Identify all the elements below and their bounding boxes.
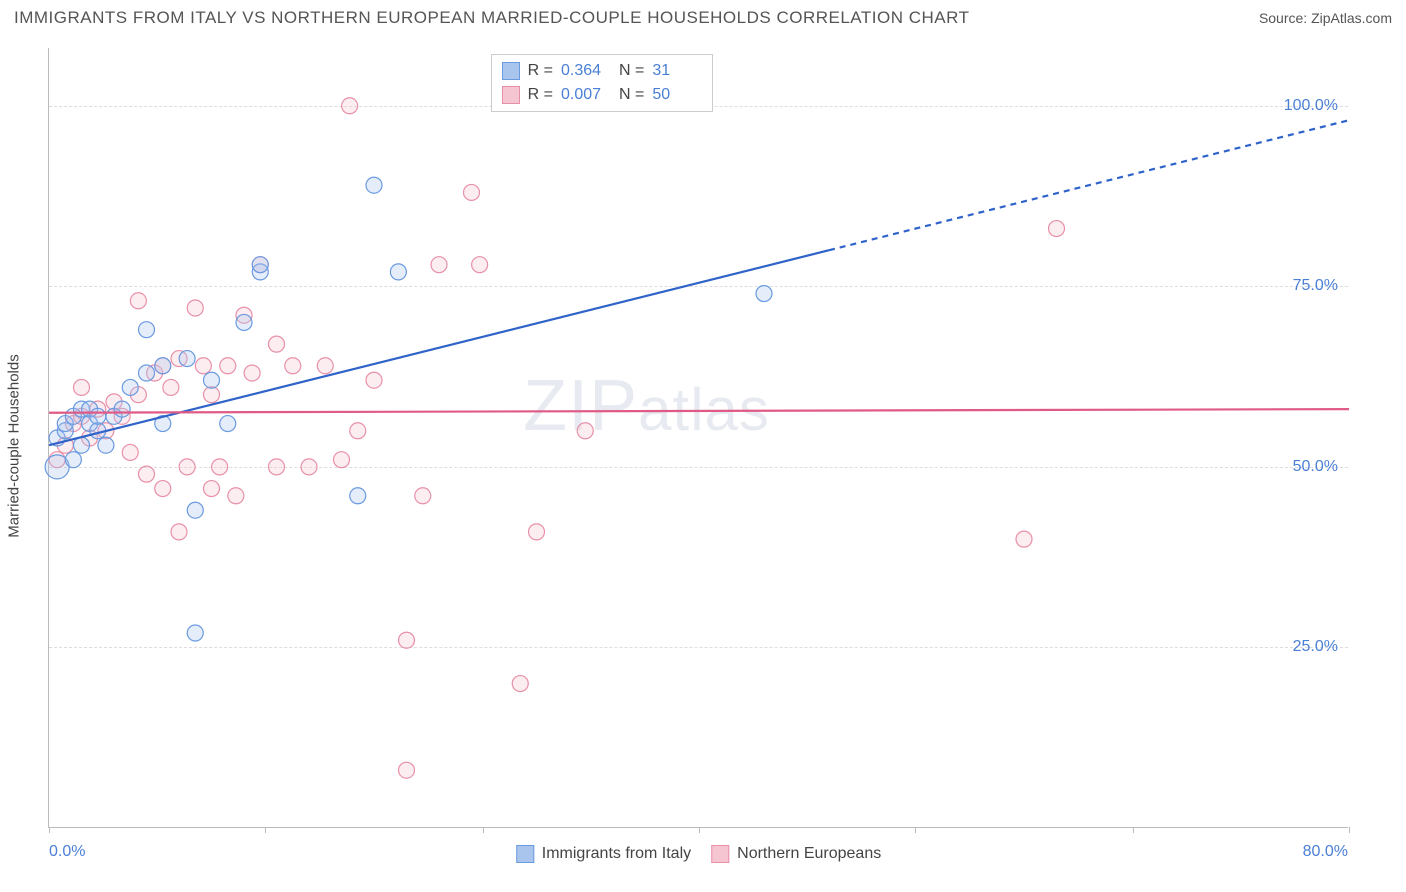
correlation-legend: R =0.364N =31R =0.007N =50 <box>491 54 714 112</box>
x-tick-min: 0.0% <box>49 843 85 861</box>
legend-item-italy: Immigrants from Italy <box>516 845 691 863</box>
plot-area: ZIPatlas R =0.364N =31R =0.007N =50 Immi… <box>48 48 1348 828</box>
legend-item-northern: Northern Europeans <box>711 845 881 863</box>
legend-swatch-italy <box>516 845 534 863</box>
y-axis-label: Married-couple Households <box>6 354 23 537</box>
chart-title: IMMIGRANTS FROM ITALY VS NORTHERN EUROPE… <box>14 8 969 28</box>
source-label: Source: <box>1259 10 1307 26</box>
y-tick-label: 25.0% <box>1293 638 1338 656</box>
legend-label-italy: Immigrants from Italy <box>542 845 691 863</box>
legend-label-northern: Northern Europeans <box>737 845 881 863</box>
scatter-svg <box>49 48 1348 827</box>
source-link[interactable]: ZipAtlas.com <box>1311 10 1392 26</box>
legend-swatch-northern <box>711 845 729 863</box>
legend-stat-row: R =0.007N =50 <box>502 83 703 107</box>
y-tick-label: 100.0% <box>1284 97 1338 115</box>
y-tick-label: 75.0% <box>1293 277 1338 295</box>
x-tick-max: 80.0% <box>1303 843 1348 861</box>
series-legend: Immigrants from Italy Northern Europeans <box>516 845 881 863</box>
legend-stat-row: R =0.364N =31 <box>502 59 703 83</box>
y-tick-label: 50.0% <box>1293 458 1338 476</box>
source-attribution: Source: ZipAtlas.com <box>1259 10 1392 26</box>
